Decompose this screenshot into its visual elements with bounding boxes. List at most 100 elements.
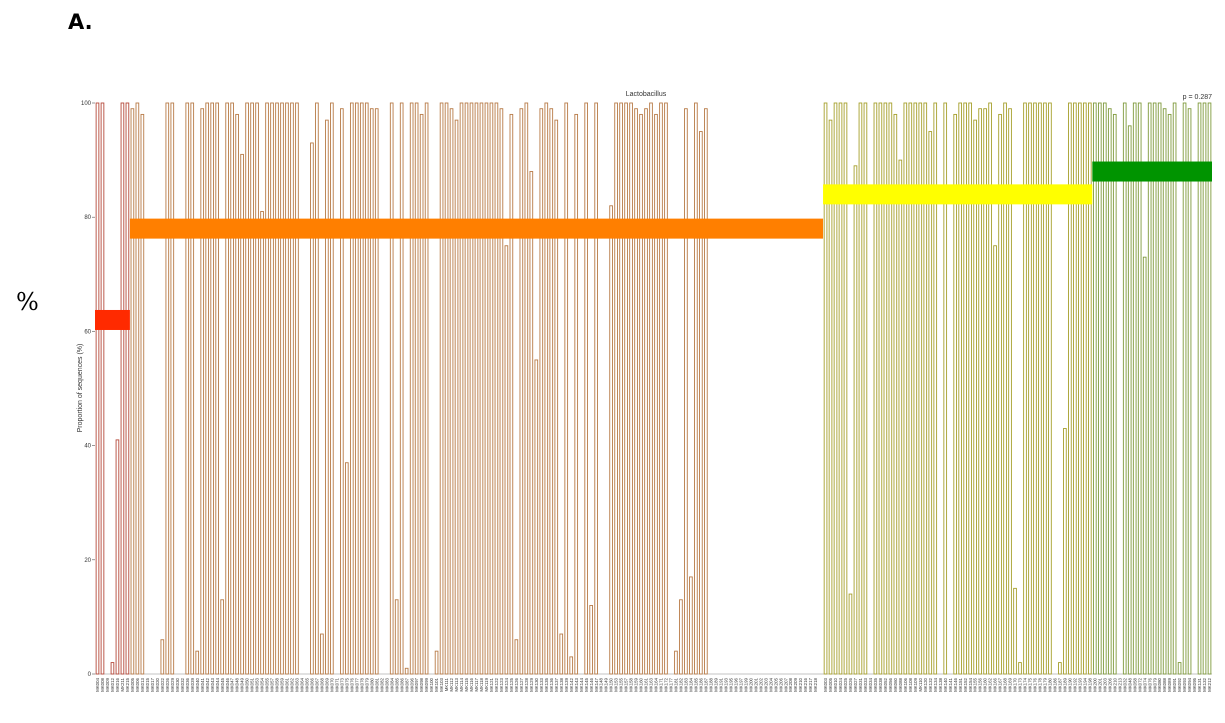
- bar: [564, 102, 569, 675]
- category-label: MK139: [564, 677, 569, 691]
- bar: [594, 102, 598, 675]
- group-mean-bar: [95, 309, 130, 330]
- y-tick-label: 40: [84, 444, 91, 450]
- category-label: MK013: [140, 677, 145, 691]
- bar: [1063, 428, 1067, 675]
- category-label: MK059: [280, 677, 285, 691]
- bar: [1013, 587, 1017, 675]
- bar: [454, 119, 459, 675]
- category-label: MK068: [319, 677, 324, 691]
- category-label: MK138: [559, 677, 564, 691]
- category-label: MK195: [728, 677, 733, 691]
- bar: [659, 102, 663, 675]
- bar: [649, 102, 653, 675]
- bar: [843, 102, 848, 675]
- bar: [499, 108, 504, 675]
- category-label: MK058: [275, 677, 280, 691]
- bar: [569, 656, 574, 675]
- bar: [409, 102, 414, 675]
- bar: [399, 102, 404, 675]
- category-label: MK200: [748, 677, 753, 691]
- bar: [609, 205, 613, 675]
- bar: [559, 633, 564, 675]
- bar: [968, 102, 972, 675]
- category-label: MK111: [444, 677, 449, 691]
- bar-layer: [95, 102, 1212, 675]
- category-label: MK088: [898, 677, 903, 691]
- category-label: MK163: [649, 677, 654, 691]
- bar: [1172, 102, 1177, 675]
- category-label: MK020: [155, 677, 160, 691]
- bar: [1157, 102, 1162, 675]
- bar: [828, 119, 833, 675]
- bar: [310, 142, 314, 675]
- bar: [958, 102, 962, 675]
- bar: [255, 102, 259, 675]
- bar: [1202, 102, 1207, 675]
- category-label: MK127: [519, 677, 524, 691]
- category-label: MK201: [753, 677, 758, 691]
- category-label: MK156: [978, 677, 983, 691]
- category-label: MK218: [813, 677, 818, 691]
- category-label: MK080: [369, 677, 374, 691]
- category-label: MK120: [923, 677, 928, 691]
- bar: [923, 102, 928, 675]
- y-tick-label: 60: [84, 329, 91, 335]
- bar: [634, 108, 638, 675]
- bar: [185, 102, 190, 675]
- bar: [210, 102, 214, 675]
- category-label: MK035: [873, 677, 878, 691]
- bar: [988, 102, 992, 675]
- bar: [1132, 102, 1137, 675]
- category-label: MK032: [180, 677, 185, 691]
- category-label: MK135: [544, 677, 549, 691]
- category-label: MK085: [394, 677, 399, 691]
- bar: [699, 131, 703, 675]
- category-label: MK026: [165, 677, 170, 691]
- bar: [888, 102, 893, 675]
- bar: [998, 113, 1002, 675]
- category-label: MK117: [474, 677, 479, 691]
- category-label: MK121: [489, 677, 494, 691]
- bar: [589, 605, 593, 675]
- bar: [1058, 662, 1062, 675]
- bar: [1177, 662, 1182, 675]
- bar: [340, 108, 344, 675]
- category-label: MK017: [150, 677, 155, 691]
- bar: [265, 102, 269, 675]
- category-label: MK146: [589, 677, 594, 691]
- category-label: MK047: [230, 677, 235, 691]
- category-label: MK169: [1008, 677, 1013, 691]
- bar: [1003, 102, 1007, 675]
- category-label: MK093: [1182, 677, 1187, 691]
- category-label-layer: MK004 MK008 MK009 MK012 MK016 MK211 MK215 MK005…: [95, 677, 1212, 691]
- category-label: MK154: [968, 677, 973, 691]
- category-label: MK097: [414, 677, 419, 691]
- y-tick-label: 20: [84, 558, 91, 564]
- category-label: MK126: [514, 677, 519, 691]
- category-label: MK178: [1038, 677, 1043, 691]
- category-label: MK128: [524, 677, 529, 691]
- category-label: MK079: [1152, 677, 1157, 691]
- bar: [295, 102, 299, 675]
- bar: [928, 131, 933, 675]
- category-label: MK042: [205, 677, 210, 691]
- category-label: MK056: [888, 677, 893, 691]
- category-label: MK208: [788, 677, 793, 691]
- category-label: MK046: [225, 677, 230, 691]
- category-label: MK155: [973, 677, 978, 691]
- category-label: MK115: [464, 677, 469, 691]
- bar: [933, 102, 938, 675]
- bar: [325, 119, 329, 675]
- bar: [130, 108, 135, 675]
- bar: [190, 102, 195, 675]
- category-label: MK132: [928, 677, 933, 691]
- category-label: MK114: [459, 677, 464, 691]
- category-label: MK005: [130, 677, 135, 691]
- category-label: MK088: [1162, 677, 1167, 691]
- category-label: MK049: [240, 677, 245, 691]
- bar: [943, 102, 948, 675]
- category-label: MK034: [868, 677, 873, 691]
- bar: [689, 576, 693, 675]
- bar: [903, 102, 908, 675]
